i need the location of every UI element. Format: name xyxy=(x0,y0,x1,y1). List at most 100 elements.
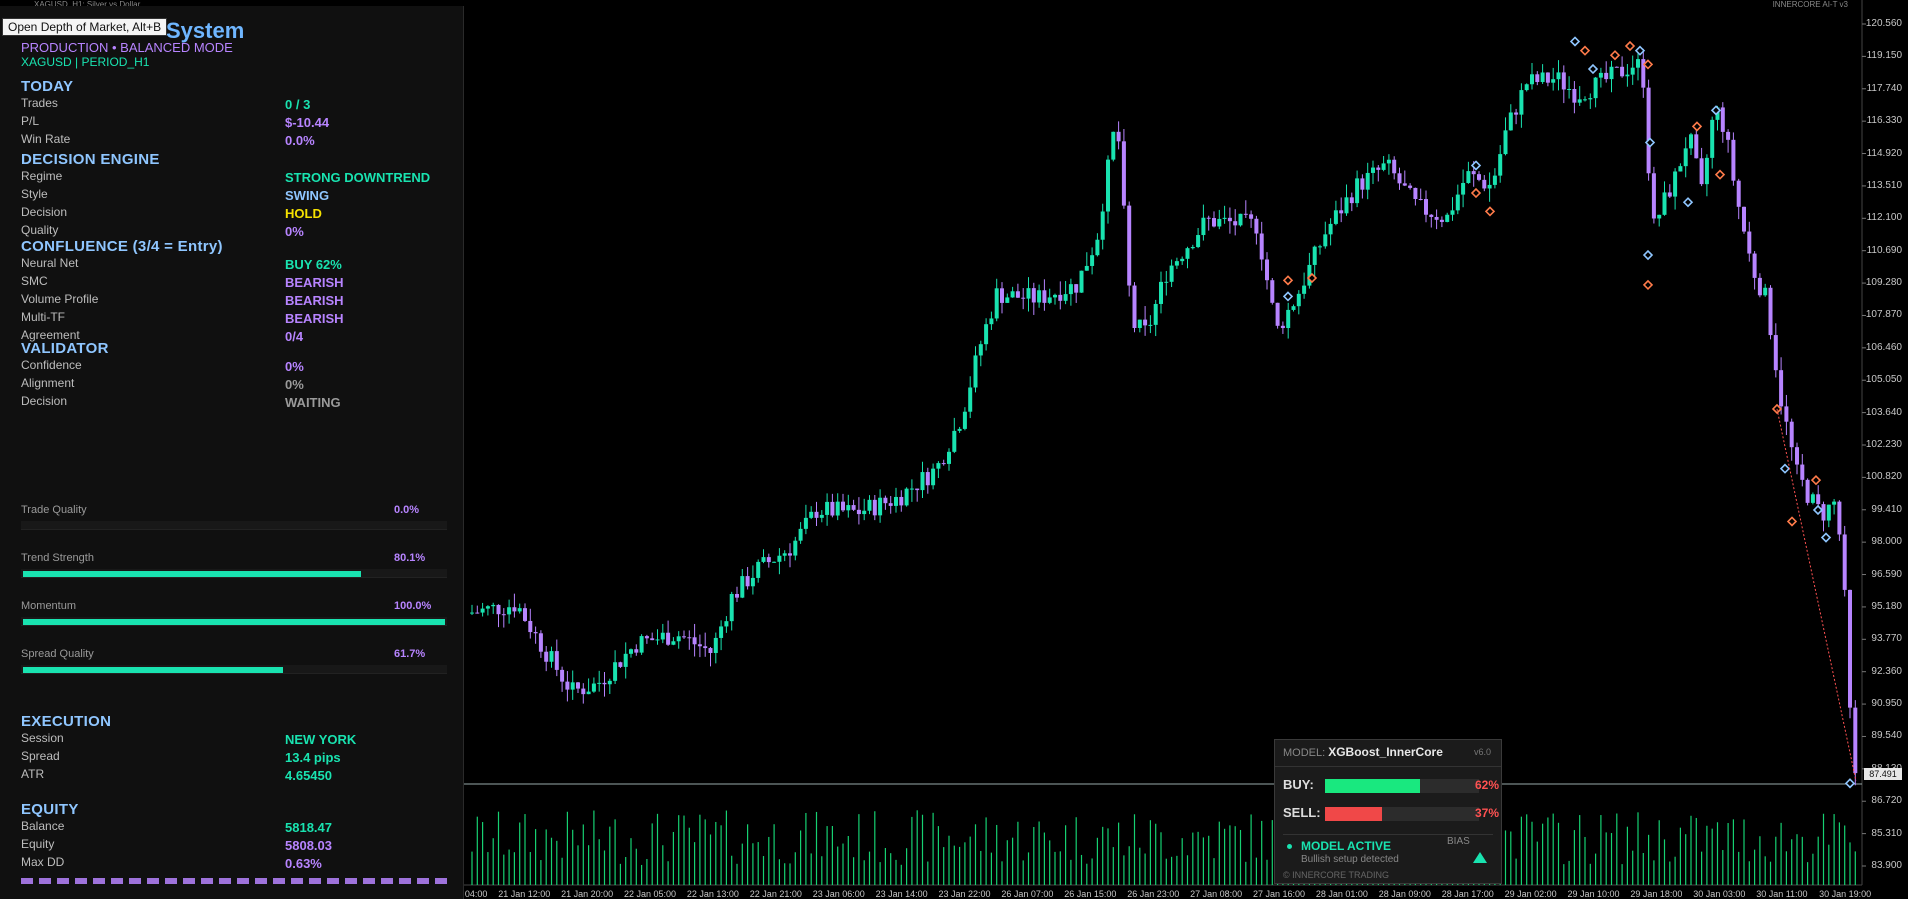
bull-candle xyxy=(1530,74,1534,85)
buy-value: 62% xyxy=(1474,778,1499,792)
bull-candle xyxy=(968,387,973,412)
bear-candle xyxy=(1726,131,1731,140)
signal-diamond-icon xyxy=(1484,206,1496,217)
bear-candle xyxy=(1561,72,1566,90)
bull-candle xyxy=(1053,294,1057,298)
confluence-value: BEARISH xyxy=(285,293,344,308)
bear-candle xyxy=(496,604,501,615)
price-tick-label: 99.410 xyxy=(1871,503,1902,515)
bull-candle xyxy=(1318,246,1322,248)
bull-candle xyxy=(1832,501,1837,505)
bull-candle xyxy=(1625,74,1630,77)
bull-candle xyxy=(1201,217,1206,236)
price-tick-label: 86.720 xyxy=(1871,795,1902,807)
bull-candle xyxy=(1689,134,1693,149)
bull-candle xyxy=(835,501,840,516)
validator-label: Alignment xyxy=(21,376,75,390)
expert-advisor-label: INNERCORE AI-T v3 xyxy=(1772,0,1848,9)
bear-candle xyxy=(1265,259,1269,281)
bear-candle xyxy=(1074,284,1079,293)
bull-candle xyxy=(978,344,983,356)
signal-diamond-icon xyxy=(1820,532,1832,543)
signal-diamond-icon xyxy=(1644,137,1656,148)
execution-value: NEW YORK xyxy=(285,732,357,747)
price-tick-label: 93.770 xyxy=(1871,633,1902,645)
bear-candle xyxy=(1694,134,1699,159)
bear-candle xyxy=(1757,277,1762,296)
confluence-label: Neural Net xyxy=(21,256,79,270)
dashboard-panel: System PRODUCTION • BALANCED MODE XAGUSD… xyxy=(0,6,464,899)
bull-candle xyxy=(1551,79,1556,83)
price-tick-label: 105.050 xyxy=(1865,374,1902,386)
panel-mode: PRODUCTION • BALANCED MODE xyxy=(21,40,233,55)
decision_engine-value: STRONG DOWNTREND xyxy=(285,170,431,185)
bull-candle xyxy=(1026,288,1031,299)
bull-candle xyxy=(793,540,798,556)
bear-candle xyxy=(708,648,713,654)
bear-candle xyxy=(830,501,835,516)
confluence-value: BEARISH xyxy=(285,275,344,290)
bull-candle xyxy=(994,288,999,319)
bull-candle xyxy=(1583,99,1587,101)
time-tick-label: 23 Jan 14:00 xyxy=(875,889,928,899)
bull-candle xyxy=(904,488,909,506)
bear-candle xyxy=(703,646,708,649)
bull-candle xyxy=(1307,264,1312,286)
trade-line xyxy=(1776,408,1857,782)
bear-candle xyxy=(682,636,686,638)
bear-candle xyxy=(576,682,580,689)
bull-candle xyxy=(1100,211,1105,240)
bull-candle xyxy=(1169,265,1174,282)
equity-progress-strip xyxy=(21,878,447,884)
bear-candle xyxy=(1116,131,1121,142)
time-tick-label: 30 Jan 03:00 xyxy=(1693,889,1746,899)
bull-candle xyxy=(1286,309,1291,329)
bull-candle xyxy=(1355,178,1360,204)
execution-label: Session xyxy=(21,731,64,745)
bear-candle xyxy=(851,505,856,510)
bear-candle xyxy=(1641,59,1646,88)
bull-candle xyxy=(1657,214,1662,219)
metric-bar xyxy=(21,665,447,674)
price-tick-label: 107.870 xyxy=(1865,309,1902,321)
bull-candle xyxy=(989,318,994,325)
bear-candle xyxy=(1773,335,1778,371)
bull-candle xyxy=(1344,197,1349,214)
price-tick-label: 96.590 xyxy=(1871,568,1902,580)
bull-candle xyxy=(1598,72,1603,78)
bull-candle xyxy=(1492,175,1497,185)
bear-candle xyxy=(915,488,920,491)
bear-candle xyxy=(1233,221,1238,226)
bull-candle xyxy=(1593,77,1598,99)
signal-diamond-icon xyxy=(1569,36,1581,47)
validator-label: Confidence xyxy=(21,358,82,372)
bull-candle xyxy=(1371,167,1375,173)
metric-label: Spread Quality xyxy=(21,648,94,660)
section-today: TODAY xyxy=(21,78,74,95)
bear-candle xyxy=(538,633,543,652)
bear-candle xyxy=(602,682,607,685)
bull-candle xyxy=(936,463,941,469)
bull-candle xyxy=(1084,265,1089,271)
bull-candle xyxy=(962,411,967,429)
bull-candle xyxy=(1005,297,1010,303)
bull-candle xyxy=(862,510,867,515)
bull-candle xyxy=(671,641,676,645)
model-footer: © INNERCORE TRADING xyxy=(1283,870,1389,880)
bull-candle xyxy=(777,555,782,562)
bias-label: BIAS xyxy=(1447,836,1470,847)
window-title: XAGUSD, H1: Silver vs Dollar xyxy=(34,0,141,9)
bull-candle xyxy=(973,355,978,388)
bear-candle xyxy=(1736,180,1741,207)
bear-candle xyxy=(1397,173,1402,184)
bull-candle xyxy=(756,561,761,578)
bear-candle xyxy=(528,620,533,633)
bear-candle xyxy=(1784,406,1789,422)
bull-candle xyxy=(1079,270,1084,293)
bear-candle xyxy=(1848,589,1852,708)
execution-value: 13.4 pips xyxy=(285,750,341,765)
bear-candle xyxy=(1620,66,1625,77)
time-tick-label: 30 Jan 19:00 xyxy=(1819,889,1872,899)
price-tick-label: 98.000 xyxy=(1871,536,1902,548)
